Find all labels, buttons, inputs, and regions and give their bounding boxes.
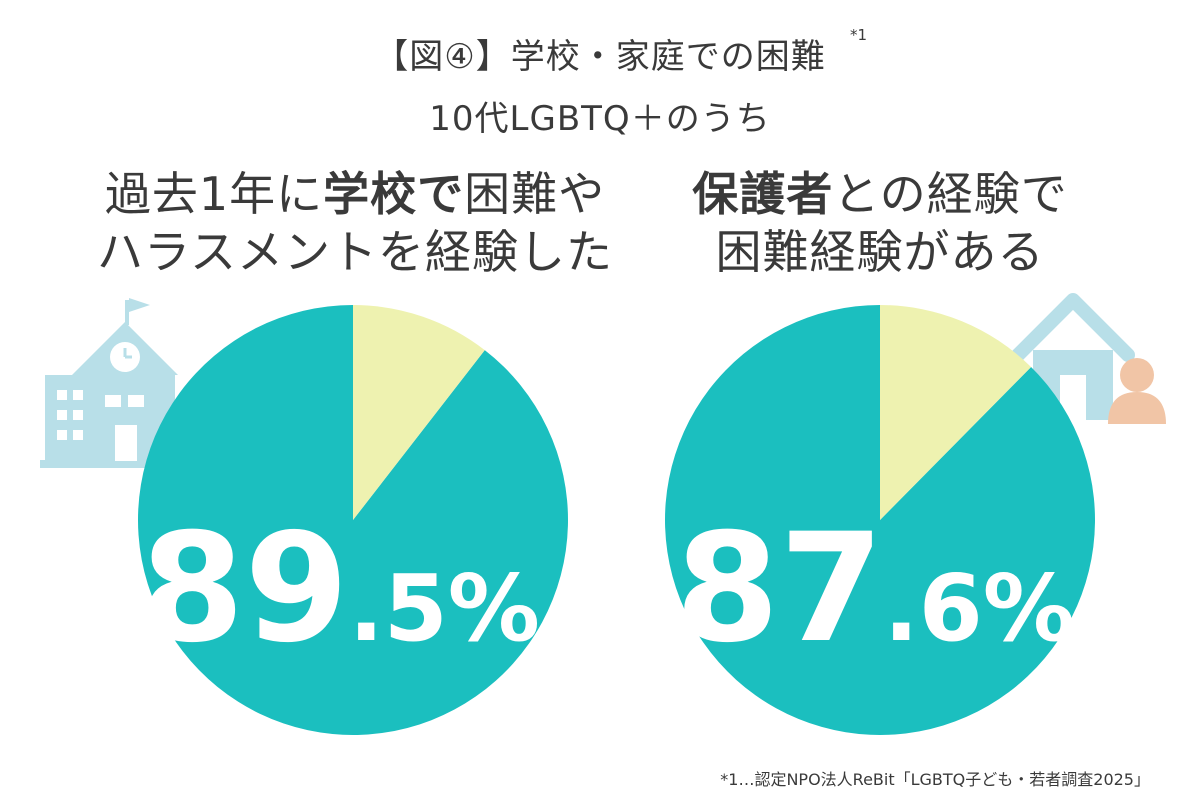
pie-1-slice-1 [138,305,569,736]
left-heading-text-post: 困難や [464,167,606,221]
left-heading-text-pre: 過去1年に [104,167,324,221]
right-panel-heading: 保護者との経験で 困難経験がある [620,165,1140,281]
source-footnote: *1…認定NPO法人ReBit「LGBTQ子ども・若者調査2025」 [720,770,1150,789]
left-panel-heading: 過去1年に学校で困難や ハラスメントを経験した [60,165,650,281]
chart-title: 【図④】学校・家庭での困難 [374,37,826,77]
right-value-label: 87.6% [675,502,1075,676]
school-building-icon [40,298,180,468]
left-heading-text-bold: 学校で [323,167,465,221]
right-heading-line2: 困難経験がある [715,225,1045,279]
right-heading-text-bold: 保護者 [692,167,834,221]
pie-2-slice-2 [880,305,1032,520]
pie-1-slice-2 [353,305,485,520]
right-heading-text-post: との経験で [833,167,1068,221]
left-heading-line2: ハラスメントを経験した [96,225,614,279]
chart-subtitle: 10代LGBTQ＋のうち [429,99,771,139]
title-footnote-marker: *1 [850,26,868,44]
left-value-label: 89.5% [140,502,540,676]
